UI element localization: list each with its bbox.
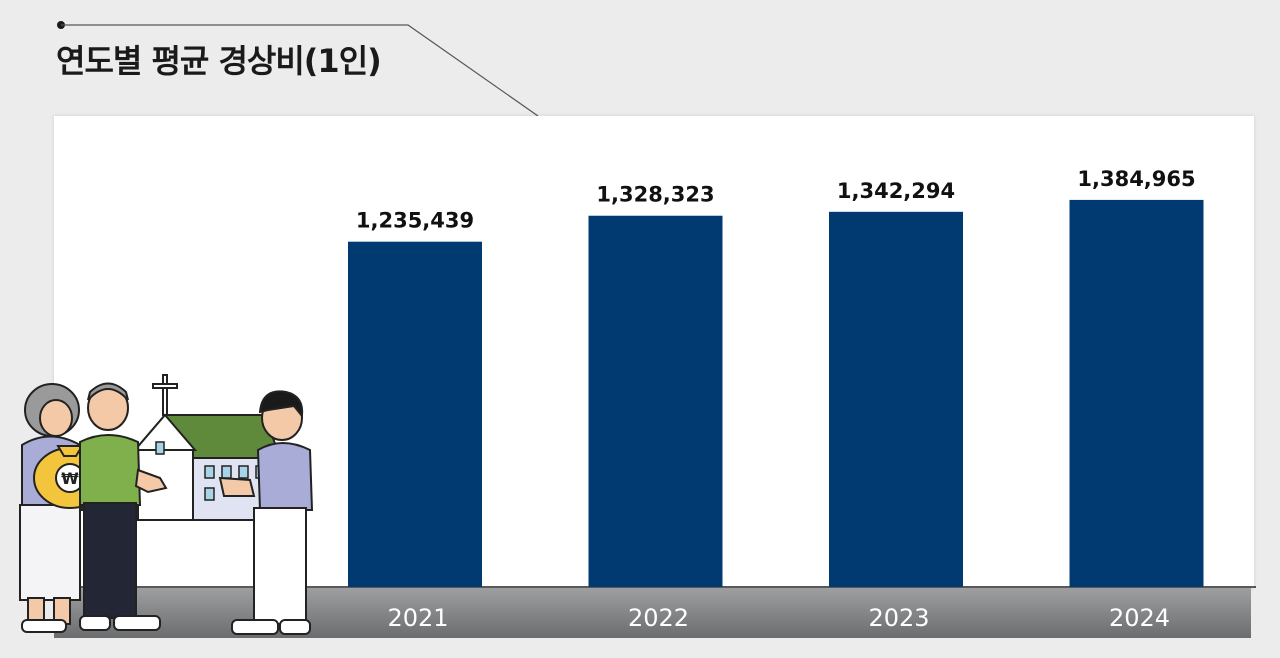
value-label-2021: 1,235,439: [356, 209, 474, 233]
title-decoration: [57, 21, 539, 117]
x-tick-label-2023: 2023: [868, 604, 929, 632]
bar-2021: [348, 241, 482, 587]
value-label-2024: 1,384,965: [1077, 167, 1195, 191]
young-man-icon: [218, 390, 314, 635]
bars-group: [348, 199, 1204, 588]
elderly-man-icon: [79, 382, 168, 631]
title-leader-line: [61, 24, 539, 117]
bar-2023: [829, 211, 963, 587]
x-tick-label-2022: 2022: [628, 604, 689, 632]
currency-symbol: ₩: [61, 469, 79, 488]
bar-2022: [588, 215, 723, 588]
value-label-2022: 1,328,323: [596, 183, 714, 207]
bar-2024: [1069, 199, 1204, 587]
tick-labels-group: 2021 2022 2023 2024: [387, 604, 1170, 632]
title-block: 연도별 평균 경상비(1인): [0, 0, 1280, 120]
family-church-illustration: ₩: [19, 374, 314, 635]
value-label-2023: 1,342,294: [837, 179, 955, 203]
x-tick-label-2024: 2024: [1109, 604, 1170, 632]
chart-title: 연도별 평균 경상비(1인): [56, 42, 382, 80]
x-tick-label-2021: 2021: [387, 604, 448, 632]
church-icon: [132, 374, 282, 521]
value-labels-group: 1,235,439 1,328,323 1,342,294 1,384,965: [356, 167, 1196, 233]
